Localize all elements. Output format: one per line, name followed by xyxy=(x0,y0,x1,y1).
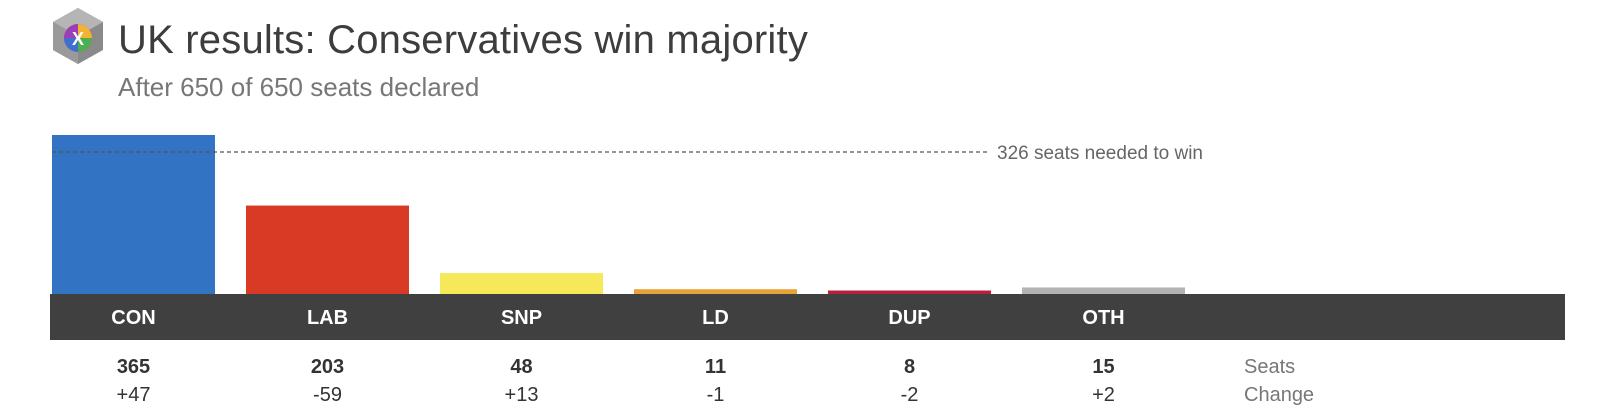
logo-icon: X xyxy=(50,6,106,66)
party-label-band xyxy=(50,294,1565,340)
logo-letter: X xyxy=(72,29,84,49)
page-subtitle: After 650 of 650 seats declared xyxy=(118,72,480,102)
bar-dup xyxy=(828,290,991,294)
seats-value-lab: 203 xyxy=(311,356,344,378)
party-label-dup: DUP xyxy=(888,307,930,329)
seats-value-snp: 48 xyxy=(510,356,532,378)
seats-row-label: Seats xyxy=(1244,356,1295,378)
bar-lab xyxy=(246,205,409,294)
change-value-lab: -59 xyxy=(313,384,342,406)
seats-value-oth: 15 xyxy=(1092,356,1114,378)
page-title: UK results: Conservatives win majority xyxy=(118,18,809,62)
change-value-ld: -1 xyxy=(707,384,725,406)
change-value-dup: -2 xyxy=(901,384,919,406)
party-label-lab: LAB xyxy=(307,307,348,329)
majority-label: 326 seats needed to win xyxy=(997,143,1203,164)
party-label-oth: OTH xyxy=(1082,307,1124,329)
change-value-con: +47 xyxy=(117,384,151,406)
bar-oth xyxy=(1022,287,1185,294)
seats-value-ld: 11 xyxy=(705,356,726,378)
change-row-label: Change xyxy=(1244,384,1314,406)
bar-snp xyxy=(440,273,603,294)
seats-value-con: 365 xyxy=(117,356,150,378)
party-label-snp: SNP xyxy=(501,307,542,329)
change-value-snp: +13 xyxy=(505,384,539,406)
bar-con xyxy=(52,135,215,294)
bar-ld xyxy=(634,289,797,294)
party-label-ld: LD xyxy=(702,307,729,329)
party-label-con: CON xyxy=(111,307,155,329)
change-value-oth: +2 xyxy=(1092,384,1115,406)
seats-value-dup: 8 xyxy=(904,356,915,378)
